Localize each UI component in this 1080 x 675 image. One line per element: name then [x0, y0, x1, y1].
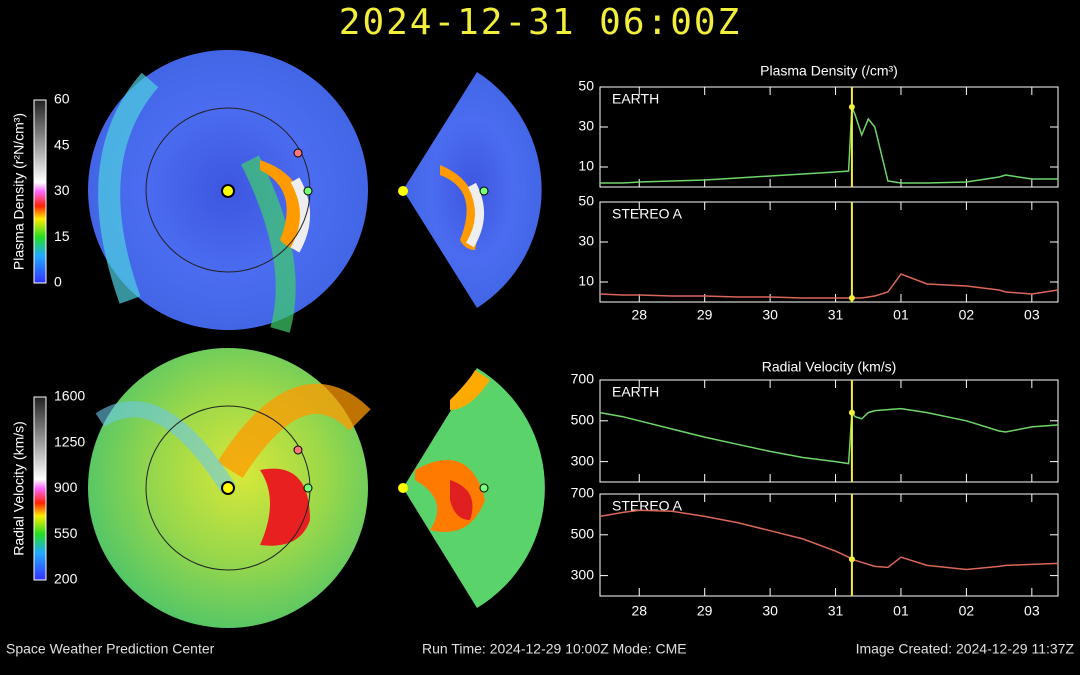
colorbar-label: Radial Velocity (km/s): [11, 421, 27, 556]
legend-label: EARTH: [612, 91, 659, 107]
y-tick-label: 300: [571, 566, 595, 582]
legend-label: STEREO A: [612, 498, 683, 514]
time-marker-dot: [848, 409, 855, 416]
colorbar-label: Plasma Density (r²N/cm³): [11, 113, 27, 270]
panel: [599, 201, 1059, 303]
y-tick-label: 700: [571, 371, 595, 387]
footer-left: Space Weather Prediction Center: [6, 641, 215, 657]
header-title: 2024-12-31 06:00Z: [339, 2, 741, 43]
x-tick-label: 03: [1024, 603, 1040, 619]
x-tick-label: 31: [828, 307, 844, 323]
colorbar-tick-label: 45: [54, 136, 70, 152]
y-tick-label: 700: [571, 485, 595, 501]
colorbar-tick-label: 30: [54, 182, 70, 198]
colorbar-tick-label: 1600: [54, 388, 85, 404]
colorbar-tick-label: 200: [54, 571, 78, 587]
colorbar-tick-label: 60: [54, 91, 70, 107]
y-tick-label: 10: [578, 158, 594, 174]
y-tick-label: 30: [578, 118, 594, 134]
colorbar-tick-label: 900: [54, 479, 78, 495]
series-line: [599, 407, 1059, 465]
colorbar-tick-label: 0: [54, 274, 62, 290]
panel: [599, 493, 1059, 597]
chart-title: Radial Velocity (km/s): [762, 359, 897, 375]
x-tick-label: 02: [959, 307, 975, 323]
y-tick-label: 30: [578, 233, 594, 249]
velocity-simulation: [88, 348, 545, 628]
x-tick-label: 30: [762, 603, 778, 619]
x-tick-label: 28: [631, 307, 647, 323]
time-marker-dot: [848, 104, 855, 110]
x-tick-label: 01: [893, 307, 909, 323]
y-tick-label: 500: [571, 526, 595, 542]
colorbar-tick-label: 15: [54, 228, 70, 244]
x-tick-label: 03: [1024, 307, 1040, 323]
footer-right: Image Created: 2024-12-29 11:37Z: [856, 641, 1075, 657]
panel: [599, 86, 1059, 188]
y-tick-label: 10: [578, 273, 594, 289]
chart-title: Plasma Density (/cm³): [760, 63, 898, 79]
x-tick-label: 28: [631, 603, 647, 619]
colorbar: [33, 99, 47, 284]
x-tick-label: 29: [697, 603, 713, 619]
x-tick-label: 31: [828, 603, 844, 619]
colorbar: [33, 396, 47, 581]
y-tick-label: 300: [571, 452, 595, 468]
legend-label: EARTH: [612, 384, 659, 400]
series-line: [599, 509, 1059, 571]
series-line: [600, 106, 1058, 184]
colorbar-tick-label: 550: [54, 525, 78, 541]
time-marker-dot: [848, 556, 855, 563]
x-tick-label: 02: [959, 603, 975, 619]
panel: [599, 379, 1059, 483]
colorbar-tick-label: 1250: [54, 433, 85, 449]
y-tick-label: 50: [578, 78, 594, 94]
x-tick-label: 30: [762, 307, 778, 323]
series-line: [599, 273, 1059, 299]
legend-label: STEREO A: [612, 206, 683, 222]
footer-center: Run Time: 2024-12-29 10:00Z Mode: CME: [422, 641, 687, 657]
y-tick-label: 50: [578, 193, 594, 209]
time-marker-dot: [848, 295, 855, 301]
x-tick-label: 29: [697, 307, 713, 323]
density-simulation: [88, 50, 542, 333]
y-tick-label: 500: [571, 412, 595, 428]
x-tick-label: 01: [893, 603, 909, 619]
